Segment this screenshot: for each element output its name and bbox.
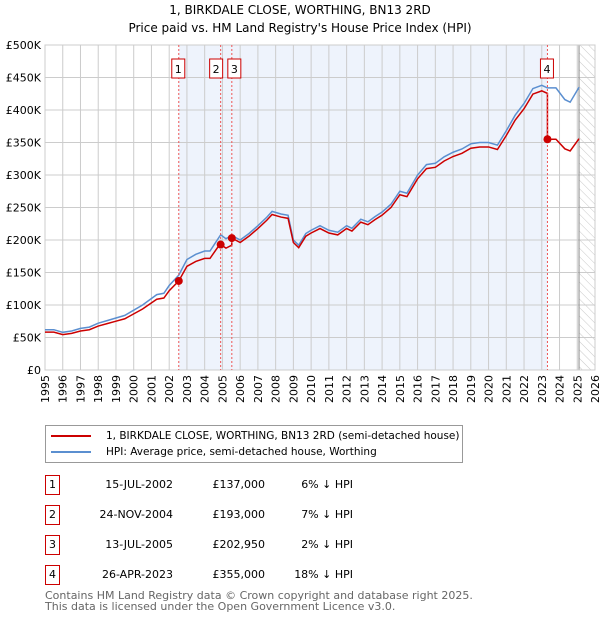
- legend: 1, BIRKDALE CLOSE, WORTHING, BN13 2RD (s…: [45, 425, 463, 463]
- sale-label: 2: [213, 63, 220, 76]
- sale-date: 13-JUL-2005: [105, 538, 173, 551]
- x-tick-label: 2021: [500, 375, 513, 403]
- legend-item-property: 1, BIRKDALE CLOSE, WORTHING, BN13 2RD (s…: [46, 428, 459, 444]
- x-tick-label: 2024: [554, 375, 567, 403]
- y-tick-label: £150K: [6, 267, 42, 280]
- x-tick-label: 2007: [252, 375, 265, 403]
- sale-number: 3: [45, 535, 60, 555]
- sale-number: 2: [45, 505, 60, 525]
- legend-item-hpi: HPI: Average price, semi-detached house,…: [46, 444, 377, 460]
- y-tick-label: £500K: [6, 39, 42, 52]
- sale-label-box: [209, 58, 224, 79]
- legend-swatch-hpi: [51, 451, 91, 453]
- x-tick-label: 1997: [74, 375, 87, 403]
- x-tick-label: 2018: [447, 375, 460, 403]
- chart-subtitle: Price paid vs. HM Land Registry's House …: [128, 21, 471, 35]
- sale-hpi-diff: 7% ↓ HPI: [301, 508, 353, 521]
- sale-hpi-diff: 2% ↓ HPI: [301, 538, 353, 551]
- x-tick-label: 2004: [199, 375, 212, 403]
- x-tick-label: 2001: [145, 375, 158, 403]
- y-tick-label: £450K: [6, 72, 42, 85]
- x-tick-label: 2014: [376, 375, 389, 403]
- sale-point: [216, 240, 225, 249]
- x-tick-label: 1999: [110, 375, 123, 403]
- x-tick-label: 2006: [234, 375, 247, 403]
- sale-label-box: [171, 58, 186, 79]
- chart-title: 1, BIRKDALE CLOSE, WORTHING, BN13 2RD: [169, 3, 431, 17]
- x-tick-label: 2010: [305, 375, 318, 403]
- sale-row: 1 15-JUL-2002 £137,000 6% ↓ HPI: [45, 475, 445, 495]
- x-tick-label: 1995: [39, 375, 52, 403]
- sale-date: 26-APR-2023: [101, 568, 173, 581]
- sale-point: [174, 276, 183, 285]
- y-tick-label: £100K: [6, 299, 42, 312]
- price-chart: 1, BIRKDALE CLOSE, WORTHING, BN13 2RD Pr…: [6, 3, 600, 403]
- sale-hpi-diff: 6% ↓ HPI: [301, 478, 353, 491]
- x-tick-label: 2009: [287, 375, 300, 403]
- y-tick-label: £250K: [6, 202, 42, 215]
- x-tick-label: 1996: [57, 375, 70, 403]
- footer-licence: This data is licensed under the Open Gov…: [45, 600, 396, 613]
- y-tick-label: £0: [27, 364, 41, 377]
- legend-swatch-property: [51, 435, 91, 437]
- legend-label-hpi: HPI: Average price, semi-detached house,…: [106, 446, 377, 458]
- sale-date: 24-NOV-2004: [99, 508, 173, 521]
- sale-date: 15-JUL-2002: [105, 478, 173, 491]
- sale-price: £193,000: [212, 508, 266, 521]
- sale-price: £137,000: [212, 478, 266, 491]
- sale-label: 3: [231, 63, 238, 76]
- x-tick-label: 2005: [216, 375, 229, 403]
- y-tick-label: £200K: [6, 234, 42, 247]
- plot-frame: [44, 44, 596, 371]
- sale-price: £202,950: [212, 538, 266, 551]
- x-tick-label: 2019: [465, 375, 478, 403]
- x-tick-label: 2002: [163, 375, 176, 403]
- y-tick-label: £400K: [6, 104, 42, 117]
- sale-number: 4: [45, 565, 60, 585]
- sale-row: 3 13-JUL-2005 £202,950 2% ↓ HPI: [45, 535, 445, 555]
- sale-label: 1: [175, 63, 182, 76]
- x-tick-label: 2023: [536, 375, 549, 403]
- x-tick-label: 2017: [429, 375, 442, 403]
- sale-price: £355,000: [212, 568, 266, 581]
- x-tick-label: 2020: [483, 375, 496, 403]
- sale-label-box: [539, 58, 554, 79]
- x-tick-label: 2012: [341, 375, 354, 403]
- x-tick-label: 2025: [571, 375, 584, 403]
- x-tick-label: 2026: [589, 375, 600, 403]
- x-tick-label: 2015: [394, 375, 407, 403]
- x-tick-label: 2000: [128, 375, 141, 403]
- y-tick-label: £300K: [6, 169, 42, 182]
- x-tick-label: 2013: [358, 375, 371, 403]
- y-tick-label: £50K: [13, 332, 42, 345]
- sale-row: 4 26-APR-2023 £355,000 18% ↓ HPI: [45, 565, 445, 585]
- sale-number: 1: [45, 475, 60, 495]
- x-tick-label: 2011: [323, 375, 336, 403]
- footer-copyright: Contains HM Land Registry data © Crown c…: [45, 589, 473, 602]
- hpi-line: [45, 84, 580, 334]
- sale-label-box: [227, 58, 242, 79]
- legend-label-property: 1, BIRKDALE CLOSE, WORTHING, BN13 2RD (s…: [106, 430, 460, 442]
- sale-hpi-diff: 18% ↓ HPI: [294, 568, 353, 581]
- sale-row: 2 24-NOV-2004 £193,000 7% ↓ HPI: [45, 505, 445, 525]
- property-price-line: [45, 90, 580, 336]
- x-tick-label: 2022: [518, 375, 531, 403]
- sale-label: 4: [543, 63, 550, 76]
- sale-point: [543, 135, 552, 144]
- x-tick-label: 2008: [270, 375, 283, 403]
- x-tick-label: 1998: [92, 375, 105, 403]
- x-tick-label: 2016: [412, 375, 425, 403]
- y-tick-label: £350K: [6, 137, 42, 150]
- sale-point: [227, 234, 236, 243]
- x-tick-label: 2003: [181, 375, 194, 403]
